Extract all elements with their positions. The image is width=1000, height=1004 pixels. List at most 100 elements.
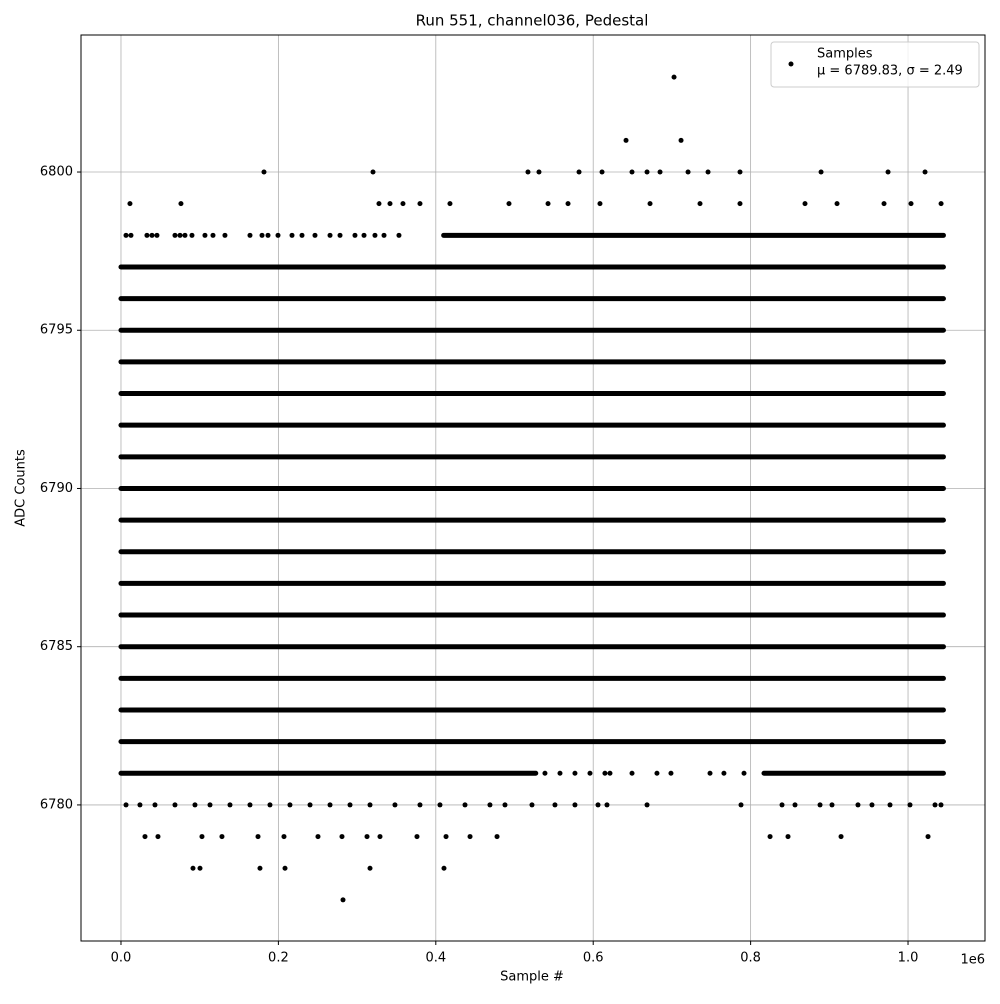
- sample-point: [738, 802, 744, 808]
- sample-point: [261, 169, 267, 175]
- sample-point: [529, 802, 535, 808]
- sample-point: [289, 232, 295, 238]
- sample-point: [367, 865, 373, 871]
- sample-point: [172, 802, 178, 808]
- sample-point: [602, 770, 608, 776]
- sample-point: [697, 201, 703, 207]
- sample-point: [199, 834, 205, 840]
- sample-point: [400, 201, 406, 207]
- sample-point: [494, 834, 500, 840]
- sample-point: [123, 232, 129, 238]
- sample-point: [247, 802, 253, 808]
- sample-point: [595, 802, 601, 808]
- y-tick-label: 6795: [40, 323, 73, 338]
- axes-frame: [80, 34, 986, 942]
- sample-point: [417, 802, 423, 808]
- sample-point: [128, 232, 134, 238]
- x-tick-label: 0.4: [425, 951, 446, 966]
- sample-point: [137, 802, 143, 808]
- sample-point: [307, 802, 313, 808]
- sample-point: [152, 802, 158, 808]
- sample-point: [347, 802, 353, 808]
- sample-point: [887, 802, 893, 808]
- sample-point: [367, 802, 373, 808]
- y-tick-label: 6790: [40, 481, 73, 496]
- y-axis-label: ADC Counts: [14, 449, 29, 527]
- x-offset-label: 1e6: [960, 953, 985, 968]
- legend-label: Samples: [817, 47, 873, 62]
- sample-point: [267, 802, 273, 808]
- data-layer: [81, 35, 985, 941]
- sample-point: [855, 802, 861, 808]
- sample-point: [281, 834, 287, 840]
- sample-point: [922, 169, 928, 175]
- sample-point: [392, 802, 398, 808]
- sample-point: [869, 802, 875, 808]
- sample-point: [779, 802, 785, 808]
- sample-point: [172, 232, 178, 238]
- sample-point: [938, 802, 944, 808]
- sample-point: [907, 802, 913, 808]
- sample-point: [525, 169, 531, 175]
- sample-point: [155, 834, 161, 840]
- sample-point: [282, 865, 288, 871]
- sample-point: [881, 201, 887, 207]
- chart-title: Run 551, channel036, Pedestal: [416, 12, 649, 30]
- sample-point: [607, 770, 613, 776]
- sample-point: [190, 865, 196, 871]
- sample-point: [327, 802, 333, 808]
- sample-point: [552, 802, 558, 808]
- sample-point: [467, 834, 473, 840]
- sample-point: [376, 201, 382, 207]
- x-axis-label: Sample #: [500, 970, 564, 985]
- sample-point: [370, 169, 376, 175]
- sample-point: [364, 834, 370, 840]
- sample-point: [441, 865, 447, 871]
- sample-point: [337, 232, 343, 238]
- sample-point: [629, 770, 635, 776]
- sample-point: [506, 201, 512, 207]
- sample-point: [604, 802, 610, 808]
- sample-point: [545, 201, 551, 207]
- sample-point: [685, 169, 691, 175]
- sample-point: [315, 834, 321, 840]
- sample-point: [197, 865, 203, 871]
- sample-point: [381, 232, 387, 238]
- sample-point: [668, 770, 674, 776]
- sample-point: [312, 232, 318, 238]
- sample-point: [557, 770, 563, 776]
- sample-point: [372, 232, 378, 238]
- sample-point: [705, 169, 711, 175]
- sample-point: [818, 169, 824, 175]
- sample-point: [443, 834, 449, 840]
- sample-point: [259, 232, 265, 238]
- x-tick-label: 0.8: [740, 951, 761, 966]
- sample-point: [834, 201, 840, 207]
- sample-point: [925, 834, 931, 840]
- sample-point: [817, 802, 823, 808]
- sample-point: [829, 802, 835, 808]
- sample-point: [792, 802, 798, 808]
- sample-point: [785, 834, 791, 840]
- sample-point: [247, 232, 253, 238]
- sample-point: [802, 201, 808, 207]
- sample-point: [227, 802, 233, 808]
- x-tick-label: 0.0: [111, 951, 132, 966]
- sample-point: [127, 201, 133, 207]
- sample-point: [707, 770, 713, 776]
- sample-point: [361, 232, 367, 238]
- sample-point: [192, 802, 198, 808]
- sample-point: [437, 802, 443, 808]
- sample-point: [657, 169, 663, 175]
- sample-point: [265, 232, 271, 238]
- sample-point: [177, 232, 183, 238]
- sample-point: [629, 169, 635, 175]
- sample-point: [257, 865, 263, 871]
- sample-point: [737, 169, 743, 175]
- sample-point: [207, 802, 213, 808]
- sample-point: [576, 169, 582, 175]
- sample-point: [767, 834, 773, 840]
- sample-point: [502, 802, 508, 808]
- legend-marker: [788, 61, 794, 67]
